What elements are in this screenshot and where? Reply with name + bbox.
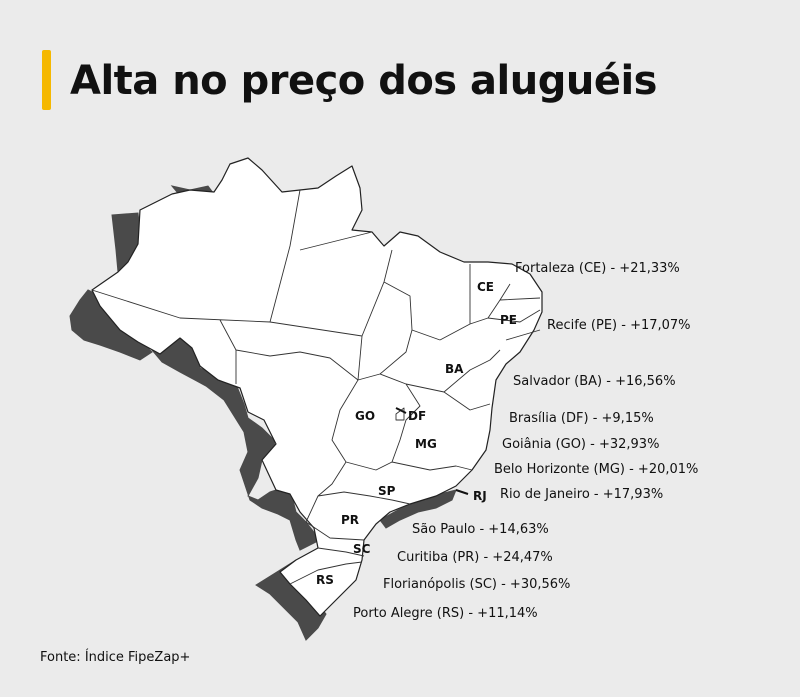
rent-label-belo-horizonte: Belo Horizonte (MG) - +20,01% (494, 462, 699, 477)
state-code-pe: PE (500, 313, 517, 327)
state-code-sp: SP (378, 484, 396, 498)
rent-label-salvador: Salvador (BA) - +16,56% (513, 374, 676, 389)
state-borders (91, 189, 541, 585)
rent-label-sao-paulo: São Paulo - +14,63% (412, 522, 549, 537)
rent-label-florianopolis: Florianópolis (SC) - +30,56% (383, 577, 571, 592)
rent-label-brasilia: Brasília (DF) - +9,15% (509, 411, 654, 426)
brazil-outline (91, 157, 543, 617)
source-note: Fonte: Índice FipeZap+ (40, 650, 191, 665)
state-code-go: GO (355, 409, 375, 423)
rj-marker-line (455, 489, 469, 495)
rent-label-goiania: Goiânia (GO) - +32,93% (502, 437, 660, 452)
rent-label-fortaleza: Fortaleza (CE) - +21,33% (515, 261, 680, 276)
neighbor-country-bolivia-paraguay (151, 335, 321, 551)
state-code-ce: CE (477, 280, 494, 294)
state-code-rj: RJ (473, 489, 487, 503)
state-code-sc: SC (353, 542, 371, 556)
rent-label-recife: Recife (PE) - +17,07% (547, 318, 691, 333)
rent-label-curitiba: Curitiba (PR) - +24,47% (397, 550, 553, 565)
title-accent-bar (42, 50, 51, 110)
page-title: Alta no preço dos aluguéis (70, 58, 657, 104)
state-code-pr: PR (341, 513, 359, 527)
state-code-ba: BA (445, 362, 464, 376)
rent-label-rio-de-janeiro: Rio de Janeiro - +17,93% (500, 487, 664, 502)
rent-label-porto-alegre: Porto Alegre (RS) - +11,14% (353, 606, 538, 621)
df-marker-line (395, 407, 407, 414)
state-code-mg: MG (415, 437, 437, 451)
state-code-df: DF (408, 409, 426, 423)
state-code-rs: RS (316, 573, 334, 587)
